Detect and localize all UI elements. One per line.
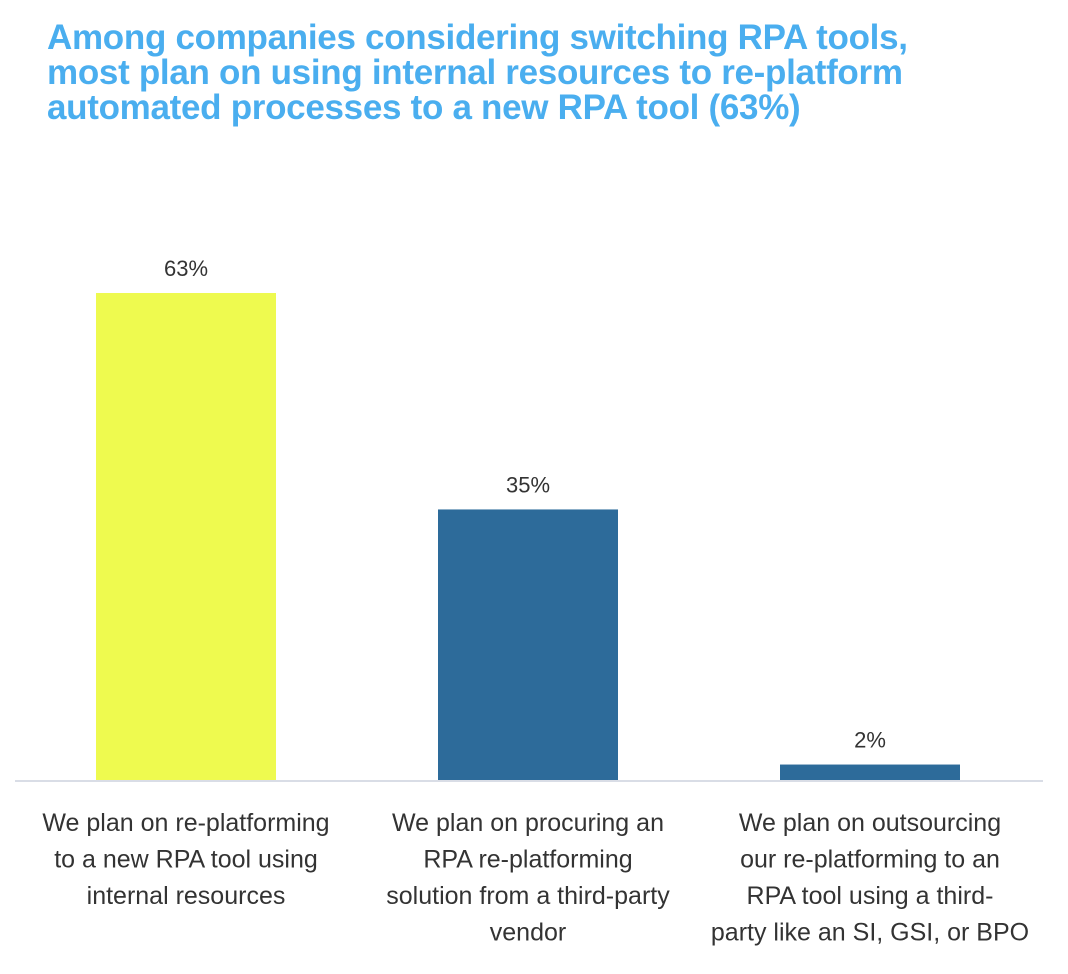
category-label: our re-platforming to an [740,846,1000,874]
chart-title-line: Among companies considering switching RP… [47,18,908,57]
data-label: 63% [164,256,208,281]
category-label: RPA tool using a third- [747,882,994,910]
category-label: RPA re-platforming [423,846,632,874]
bar [438,509,618,780]
data-label: 35% [506,472,550,497]
bar [780,764,960,780]
category-label: We plan on re-platforming [42,809,329,837]
chart-title-line: most plan on using internal resources to… [47,53,903,92]
category-label: We plan on outsourcing [739,809,1001,837]
category-label: solution from a third-party [386,882,670,910]
category-label: to a new RPA tool using [54,846,318,874]
category-label: We plan on procuring an [392,809,664,837]
chart-title: Among companies considering switching RP… [47,20,1047,125]
chart-title-line: automated processes to a new RPA tool (6… [47,88,801,127]
category-label: party like an SI, GSI, or BPO [711,919,1029,947]
category-label: vendor [490,919,566,947]
bar [96,293,276,780]
data-label: 2% [854,728,886,753]
category-label: internal resources [87,882,286,910]
